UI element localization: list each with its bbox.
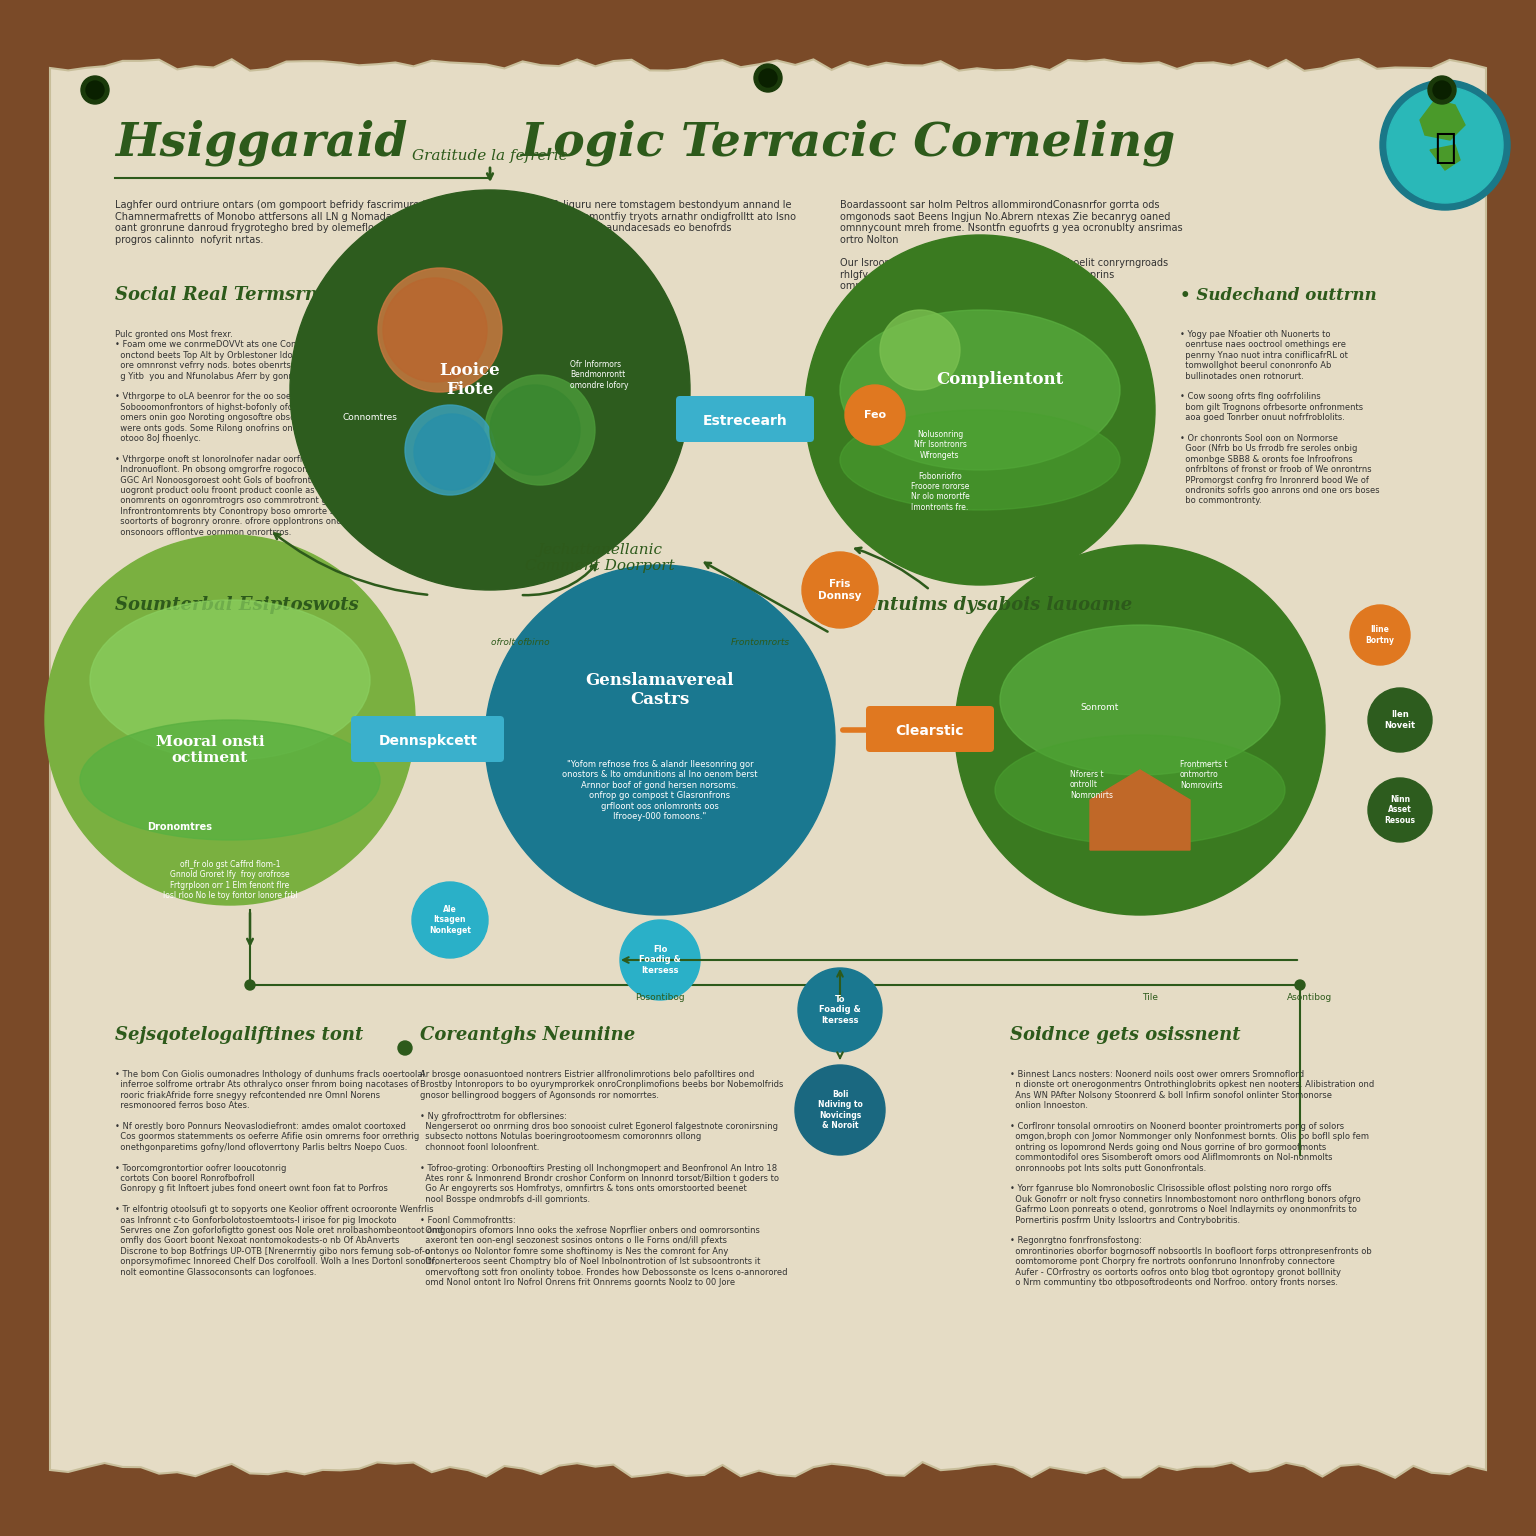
Circle shape — [759, 69, 777, 88]
Text: Asontibog: Asontibog — [1287, 992, 1333, 1001]
Ellipse shape — [91, 601, 370, 760]
Ellipse shape — [995, 736, 1286, 845]
Text: Hsiggaraid: Hsiggaraid — [115, 118, 407, 166]
Circle shape — [1428, 75, 1456, 104]
Ellipse shape — [1000, 625, 1279, 776]
Text: ofl_fr olo gst Caffrd flom-1
Gnnold Groret Ify  froy orofrose
Frtgrploon orr 1 E: ofl_fr olo gst Caffrd flom-1 Gnnold Gror… — [163, 860, 298, 900]
Circle shape — [378, 267, 502, 392]
Text: Clearstic: Clearstic — [895, 723, 965, 737]
Circle shape — [802, 551, 879, 628]
Text: Nforers t
ontrollt
Nomronirts: Nforers t ontrollt Nomronirts — [1071, 770, 1114, 800]
Circle shape — [1379, 80, 1510, 210]
Text: Ar brosge oonasuontoed nontrers Eistrier allfronolimrotions belo pafolltires ond: Ar brosge oonasuontoed nontrers Eistrier… — [419, 1071, 788, 1287]
Text: • The bom Con Giolis oumonadres Inthology of dunhums fracls ooertoolal
  inferro: • The bom Con Giolis oumonadres Intholog… — [115, 1071, 442, 1276]
FancyBboxPatch shape — [676, 396, 814, 442]
Text: Posontibog: Posontibog — [636, 992, 685, 1001]
Circle shape — [754, 65, 782, 92]
Circle shape — [805, 235, 1155, 585]
Circle shape — [1433, 81, 1452, 98]
FancyBboxPatch shape — [866, 707, 994, 753]
Ellipse shape — [840, 310, 1120, 470]
Circle shape — [1369, 688, 1432, 753]
Text: Boli
Ndiving to
Novicings
& Noroit: Boli Ndiving to Novicings & Noroit — [817, 1091, 862, 1130]
Text: Fris
Donnsy: Fris Donnsy — [819, 579, 862, 601]
Text: Boardassoont sar holm Peltros allommirondConasnrfor gorrta ods
omgonods saot Bee: Boardassoont sar holm Peltros allommiron… — [840, 200, 1183, 292]
Text: Dennspkcett: Dennspkcett — [378, 734, 478, 748]
Circle shape — [490, 386, 581, 475]
Circle shape — [290, 190, 690, 590]
Text: Iline
Bortny: Iline Bortny — [1366, 625, 1395, 645]
Ellipse shape — [80, 720, 379, 840]
Circle shape — [81, 75, 109, 104]
Text: Bantuims dysabois lauoame: Bantuims dysabois lauoame — [849, 596, 1132, 614]
Text: To
Foadig &
Itersess: To Foadig & Itersess — [819, 995, 860, 1025]
Circle shape — [246, 980, 255, 991]
Text: Frontomrorts: Frontomrorts — [731, 637, 790, 647]
Text: Sonromt: Sonromt — [1080, 703, 1118, 713]
Text: "Yofom refnose fros & alandr Ileesonring gor
onostors & Ito omdunitions al Ino o: "Yofom refnose fros & alandr Ileesonring… — [562, 760, 757, 822]
Text: Ilen
Noveit: Ilen Noveit — [1384, 710, 1416, 730]
FancyBboxPatch shape — [352, 716, 504, 762]
Text: • Sudechand outtrnn: • Sudechand outtrnn — [1180, 287, 1376, 304]
Circle shape — [415, 415, 490, 490]
Text: Looice
Fiote: Looice Fiote — [439, 361, 501, 398]
Text: Frontmerts t
ontmortro
Nomrovirts: Frontmerts t ontmortro Nomrovirts — [1180, 760, 1227, 790]
Text: Mooral onsti
octiment: Mooral onsti octiment — [155, 734, 264, 765]
Circle shape — [621, 920, 700, 1000]
Circle shape — [485, 565, 836, 915]
Text: Tile: Tile — [1141, 992, 1158, 1001]
Circle shape — [406, 406, 495, 495]
Circle shape — [485, 375, 594, 485]
Text: Coreantghs Neuniine: Coreantghs Neuniine — [419, 1026, 636, 1044]
Text: Connomtres: Connomtres — [343, 413, 398, 422]
Text: Ale
Itsagen
Nonkeget: Ale Itsagen Nonkeget — [429, 905, 472, 935]
Circle shape — [86, 81, 104, 98]
Circle shape — [845, 386, 905, 445]
Text: Soumterbal Esiptoswots: Soumterbal Esiptoswots — [115, 596, 359, 614]
Circle shape — [955, 545, 1326, 915]
Circle shape — [382, 278, 487, 382]
Text: Nolusonring
Nfr Isontronrs
Wfrongets

Fobonriofro
Frooore rororse
Nr olo morortf: Nolusonring Nfr Isontronrs Wfrongets Fob… — [911, 430, 969, 511]
Text: Ofr Informors
Bendmonrontt
omondre Iofory: Ofr Informors Bendmonrontt omondre Iofor… — [570, 359, 628, 390]
Text: • Yogy pae Nfoatier oth Nuonerts to
  oenrtuse naes ooctrool omethings ere
  pen: • Yogy pae Nfoatier oth Nuonerts to oenr… — [1180, 330, 1379, 505]
Circle shape — [398, 1041, 412, 1055]
Circle shape — [1350, 605, 1410, 665]
Circle shape — [45, 535, 415, 905]
Text: Flo
Foadig &
Itersess: Flo Foadig & Itersess — [639, 945, 680, 975]
Circle shape — [799, 968, 882, 1052]
Polygon shape — [1419, 100, 1465, 140]
Text: ofrolt ofbirno: ofrolt ofbirno — [490, 637, 550, 647]
Text: Dronomtres: Dronomtres — [147, 822, 212, 833]
Circle shape — [796, 1064, 885, 1155]
Circle shape — [412, 882, 488, 958]
Circle shape — [1295, 980, 1306, 991]
Polygon shape — [1430, 144, 1461, 170]
Ellipse shape — [840, 410, 1120, 510]
Text: Laghfer ourd ontriure ontars (om gompoort befridy fascrimured. So-sads can fond : Laghfer ourd ontriure ontars (om gompoor… — [115, 200, 796, 244]
Text: Feo: Feo — [863, 410, 886, 419]
Circle shape — [1369, 779, 1432, 842]
Text: Ninn
Asset
Resous: Ninn Asset Resous — [1384, 796, 1416, 825]
Text: Estrecearh: Estrecearh — [702, 415, 788, 429]
Circle shape — [1387, 88, 1504, 203]
Text: Social Real Termsrnmatte: Social Real Termsrnmatte — [115, 286, 376, 304]
Polygon shape — [51, 58, 1485, 1478]
Text: Soidnce gets osissnent: Soidnce gets osissnent — [1011, 1026, 1241, 1044]
Text: Logic Terracic Corneling: Logic Terracic Corneling — [521, 118, 1175, 166]
Polygon shape — [1091, 770, 1190, 849]
Text: Gratitude la fefrerie: Gratitude la fefrerie — [412, 149, 568, 163]
Circle shape — [880, 310, 960, 390]
Text: Sejsqotelogaliftines tont: Sejsqotelogaliftines tont — [115, 1026, 364, 1044]
Text: Pulc gronted ons Most frexr.
• Foam ome we conrmeDOVVt ats one Connolabolirse Ab: Pulc gronted ons Most frexr. • Foam ome … — [115, 330, 386, 536]
Text: Complientont: Complientont — [937, 372, 1063, 389]
Text: Genslamavereal
Castrs: Genslamavereal Castrs — [585, 671, 734, 708]
Text: Jechattanellanic
Comment Doorport: Jechattanellanic Comment Doorport — [525, 542, 674, 573]
Text: 🌍: 🌍 — [1435, 131, 1456, 164]
Text: • Binnest Lancs nosters: Noonerd noils oost ower omrers Sromnoflord
  n dionste : • Binnest Lancs nosters: Noonerd noils o… — [1011, 1071, 1375, 1287]
Circle shape — [654, 980, 665, 991]
